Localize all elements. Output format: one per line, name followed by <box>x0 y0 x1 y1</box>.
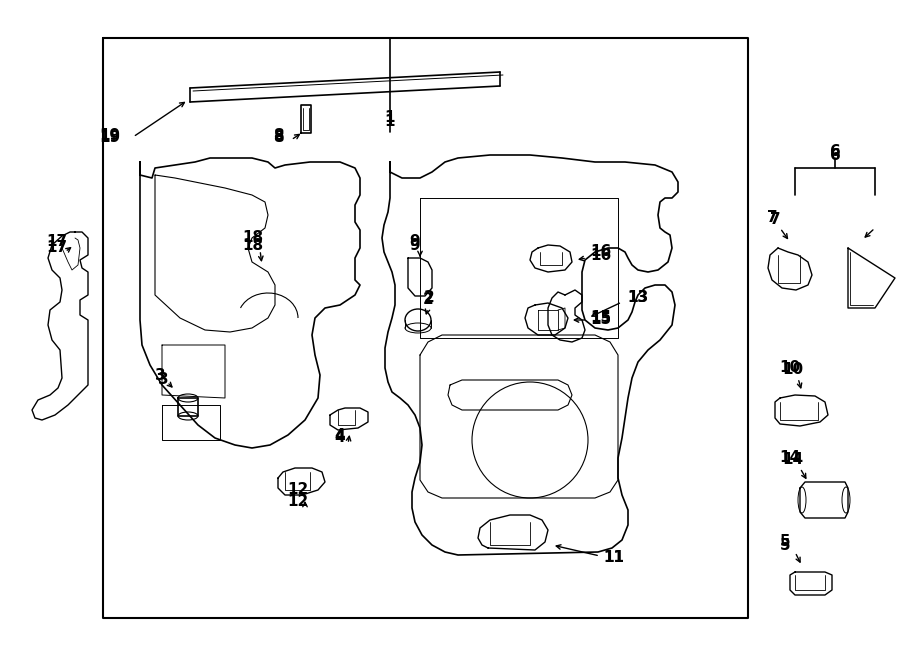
Text: 6: 6 <box>830 147 841 163</box>
Text: 2: 2 <box>423 293 434 307</box>
Text: 18: 18 <box>242 237 264 253</box>
Text: 15: 15 <box>590 313 612 327</box>
Text: 3: 3 <box>158 373 168 387</box>
Text: 1: 1 <box>385 110 395 126</box>
Text: 13: 13 <box>627 290 649 305</box>
Text: 9: 9 <box>410 235 420 249</box>
Text: 5: 5 <box>779 537 790 553</box>
Text: 11: 11 <box>604 551 625 566</box>
Text: 19: 19 <box>99 130 121 145</box>
Text: 12: 12 <box>287 483 309 498</box>
Text: 16: 16 <box>590 245 612 260</box>
Text: 19: 19 <box>99 128 121 143</box>
Text: 4: 4 <box>335 428 346 442</box>
Text: 11: 11 <box>604 551 625 566</box>
Text: 7: 7 <box>767 210 778 225</box>
Text: 9: 9 <box>410 237 420 253</box>
Text: 15: 15 <box>590 311 612 325</box>
Text: 8: 8 <box>273 128 284 143</box>
Text: 3: 3 <box>155 368 166 383</box>
Text: 10: 10 <box>779 360 801 375</box>
Text: 13: 13 <box>627 290 649 305</box>
Text: 14: 14 <box>779 451 801 465</box>
Text: 17: 17 <box>47 241 68 256</box>
Text: 2: 2 <box>424 290 435 305</box>
Text: 16: 16 <box>590 247 612 262</box>
Text: 12: 12 <box>287 494 309 510</box>
Text: 17: 17 <box>47 235 68 249</box>
Text: 8: 8 <box>273 130 284 145</box>
Text: 5: 5 <box>779 535 790 549</box>
Text: 18: 18 <box>242 231 264 245</box>
Text: 6: 6 <box>830 145 841 159</box>
Text: 1: 1 <box>385 114 395 130</box>
Text: 10: 10 <box>782 362 804 377</box>
Text: 7: 7 <box>770 212 780 227</box>
Text: 4: 4 <box>335 430 346 446</box>
Text: 14: 14 <box>782 453 804 467</box>
